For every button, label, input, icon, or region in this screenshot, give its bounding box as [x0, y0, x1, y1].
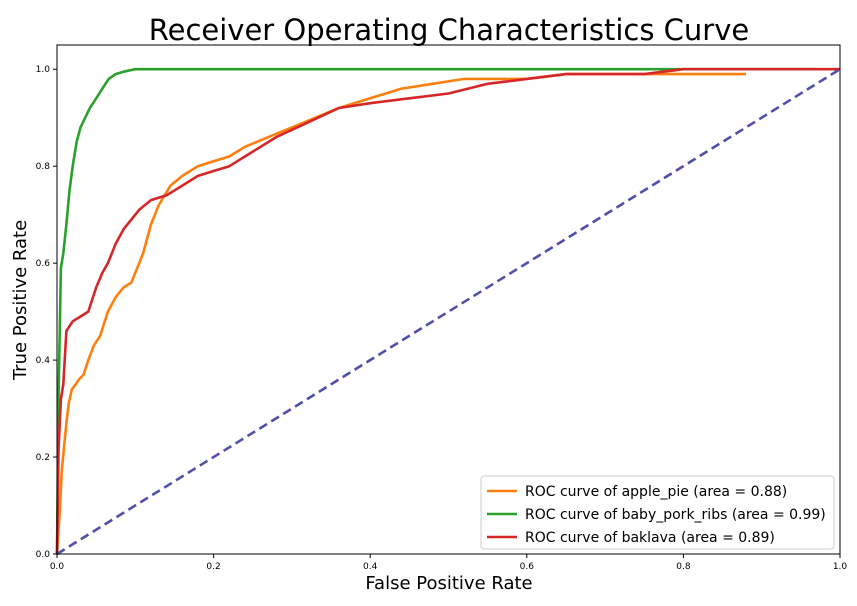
legend: ROC curve of apple_pie (area = 0.88) ROC …	[480, 475, 835, 550]
x-axis-label: False Positive Rate	[365, 573, 532, 594]
x-tick-label: 1.0	[833, 562, 848, 572]
x-tick-label: 0.0	[50, 562, 65, 572]
axis-ticks: 0.0 0.2 0.4 0.6 0.8 1.0 0.0 0.2 0.4 0.6 0.8 1.0	[36, 65, 848, 572]
series-line-1	[55, 67, 817, 555]
legend-label: ROC curve of baby_pork_ribs (area = 0.99…	[525, 507, 826, 523]
y-tick-label: 0.4	[36, 356, 51, 366]
x-tick-label: 0.4	[363, 562, 378, 572]
y-axis-label: True Positive Rate	[10, 220, 31, 381]
y-tick-label: 0.2	[36, 453, 50, 463]
y-tick-label: 1.0	[36, 65, 51, 75]
y-tick-label: 0.6	[36, 259, 51, 269]
series-line-0	[55, 72, 746, 555]
x-tick-label: 0.2	[206, 562, 220, 572]
legend-box	[480, 475, 835, 550]
legend-label: ROC curve of baklava (area = 0.89)	[525, 530, 775, 546]
plot-frame	[56, 44, 841, 555]
y-tick-label: 0.0	[36, 550, 51, 560]
plot-area	[55, 67, 841, 556]
series-line-2	[55, 67, 840, 555]
y-tick-label: 0.8	[36, 162, 51, 172]
legend-label: ROC curve of apple_pie (area = 0.88)	[525, 484, 787, 500]
x-tick-label: 0.6	[520, 562, 535, 572]
x-tick-label: 0.8	[676, 562, 691, 572]
chart-title: Receiver Operating Characteristics Curve	[149, 13, 749, 47]
